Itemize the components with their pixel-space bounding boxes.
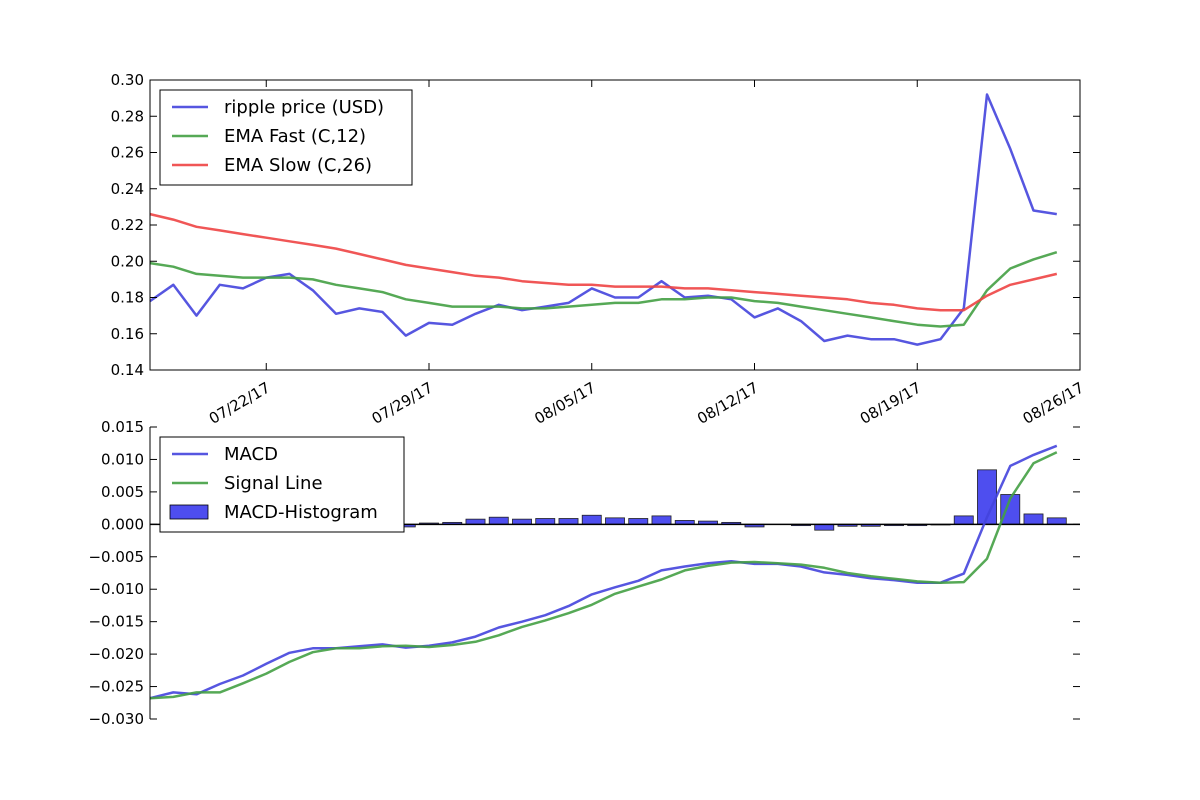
- macd-panel-ytick-label: 0.000: [101, 515, 144, 533]
- price-panel-ytick-label: 0.16: [111, 325, 144, 343]
- legend-label: EMA Slow (C,26): [224, 155, 372, 176]
- macd-histogram-bar: [1046, 517, 1067, 525]
- macd-panel-ytick-label: 0.010: [101, 450, 144, 468]
- x-tick-label: 07/22/17: [206, 379, 273, 428]
- macd-histogram-bar: [465, 518, 486, 525]
- x-tick-label: 08/12/17: [694, 379, 761, 428]
- legend-swatch-histogram: [169, 504, 209, 520]
- macd-histogram-bar: [535, 518, 556, 525]
- price-legend: ripple price (USD) EMA Fast (C,12) EMA Slo…: [159, 89, 413, 186]
- macd-histogram-bar: [512, 518, 532, 525]
- price-panel-ytick-label: 0.26: [111, 144, 144, 162]
- price-panel-ytick-label: 0.28: [111, 107, 144, 125]
- macd-histogram-bar: [581, 514, 602, 525]
- price-panel: 0.14 0.16 0.18 0.20 0.22 0.24 0.26 0.28 0.30 07/2…: [111, 71, 1087, 428]
- price-panel-ytick-label: 0.22: [111, 216, 144, 234]
- macd-histogram-bar: [628, 518, 649, 525]
- x-tick-label: 08/05/17: [531, 379, 598, 428]
- macd-panel-ytick-label: −0.020: [88, 645, 144, 663]
- macd-histogram-bar: [953, 515, 974, 525]
- legend-label: MACD: [224, 444, 278, 465]
- price-series-line-0: [149, 93, 1057, 346]
- macd-histogram-bar: [1023, 513, 1044, 525]
- price-panel-ytick-label: 0.24: [111, 180, 144, 198]
- price-series-line-1: [149, 251, 1058, 328]
- price-panel-ytick-label: 0.30: [111, 71, 144, 89]
- price-panel-ytick-label: 0.14: [111, 361, 144, 379]
- macd-histogram-bar: [488, 516, 509, 525]
- macd-histogram-bar: [558, 518, 579, 525]
- macd-histogram-bar: [605, 517, 625, 525]
- macd-panel-ytick-label: −0.025: [88, 678, 144, 696]
- price-panel-ytick-label: 0.20: [111, 252, 144, 270]
- macd-panel-ytick-label: 0.005: [101, 483, 144, 501]
- macd-panel-ytick-label: −0.030: [88, 710, 144, 728]
- legend-label: ripple price (USD): [224, 97, 384, 118]
- x-tick-label: 08/19/17: [857, 379, 924, 428]
- macd-histogram-bar: [814, 523, 835, 531]
- macd-panel-ytick-label: 0.015: [101, 418, 144, 436]
- legend-label: Signal Line: [224, 473, 323, 494]
- price-panel-ytick-label: 0.18: [111, 289, 144, 307]
- x-tick-label: 07/29/17: [369, 379, 436, 428]
- macd-histogram-bar: [651, 515, 672, 525]
- macd-panel-ytick-label: −0.005: [88, 548, 144, 566]
- macd-panel: 0.015 0.010 0.005 0.000 −0.005 −0.010 −0.015 −0…: [88, 418, 1080, 728]
- x-tick-label: 08/26/17: [1020, 379, 1087, 428]
- price-series-line-2: [149, 212, 1058, 312]
- macd-series-line-0: [149, 444, 1058, 700]
- macd-legend: MACD Signal Line MACD-Histogram: [159, 436, 405, 533]
- macd-panel-ytick-label: −0.015: [88, 613, 144, 631]
- legend-label: EMA Fast (C,12): [224, 126, 366, 147]
- macd-series-line-1: [149, 451, 1058, 700]
- legend-label: MACD-Histogram: [224, 502, 378, 523]
- macd-panel-ytick-label: −0.010: [88, 580, 144, 598]
